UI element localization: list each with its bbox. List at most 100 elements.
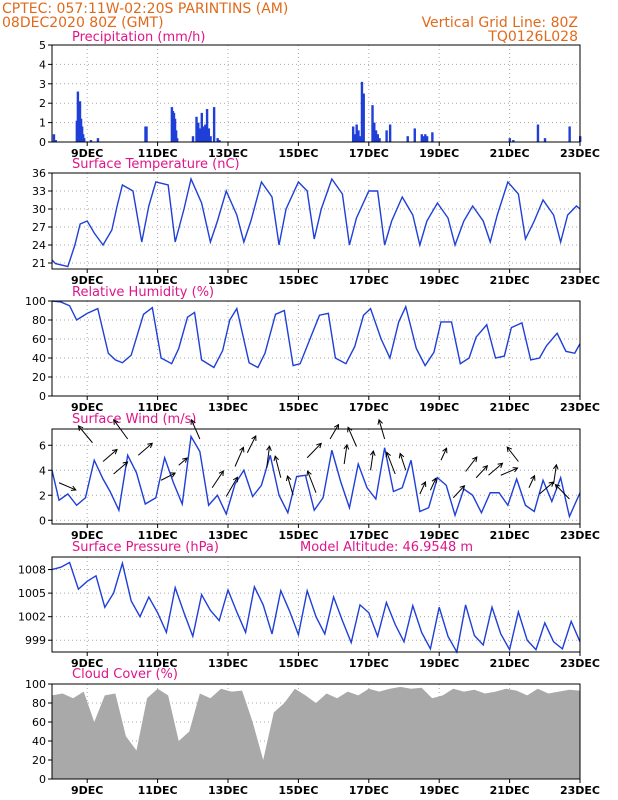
wind-arrow-head (482, 464, 489, 471)
cloud-ytick-label: 40 (32, 735, 46, 748)
precip-bar (197, 122, 200, 142)
wind-frame (51, 428, 581, 525)
pressure-xtick-label: 21DEC (490, 657, 530, 670)
cloud-frame (51, 683, 581, 780)
wind-arrow (234, 446, 245, 467)
wind-arrow-shaft (58, 482, 77, 491)
precip-bar (536, 124, 540, 142)
precip-bar (207, 128, 211, 142)
cloud-cover-title: Cloud Cover (%) (72, 667, 178, 682)
wind-arrow (273, 455, 282, 478)
wind-arrow-shaft (225, 477, 238, 497)
pressure-ytick-label: 999 (25, 634, 46, 647)
panel-cloud-cover: Cloud Cover (%) 0 20 40 60 80 100 9DEC 11DEC 13D… (25, 667, 600, 797)
wind-arrow (419, 481, 427, 495)
wind-arrow (429, 477, 437, 491)
precip-ytick-label: 4 (39, 58, 46, 71)
precip-bar (351, 126, 355, 142)
precipitation-plot: 0 1 2 3 4 5 9DEC 11DEC 13DEC 15DEC 17DEC 19DEC 21DEC… (39, 39, 600, 160)
temp-ytick-label: 24 (32, 239, 46, 252)
wind-arrow-head (369, 450, 376, 456)
precip-bar (376, 134, 379, 142)
wind-arrow (554, 483, 570, 500)
cloud-xtick-label: 23DEC (560, 784, 600, 797)
precip-bar (373, 122, 376, 142)
wind-arrow-head (316, 442, 322, 449)
wind-xtick-label: 11DEC (138, 529, 178, 542)
precip-bar (362, 93, 365, 142)
wind-arrow-shaft (306, 443, 322, 459)
wind-arrow-head (112, 448, 118, 455)
wind-arrow (528, 474, 536, 488)
temp-xtick-label: 17DEC (349, 274, 389, 287)
wind-arrow-head (170, 472, 177, 478)
wind-arrow (266, 445, 272, 468)
precip-xtick-label: 17DEC (349, 147, 389, 160)
cloud-ytick-label: 100 (25, 678, 46, 691)
wind-arrow (369, 450, 376, 471)
precip-bar (175, 138, 179, 142)
wind-arrow (488, 462, 504, 476)
wind-arrow-head (377, 418, 383, 425)
wind-plot: 0 2 4 6 9DEC 11DEC 13DEC 15DEC 17DEC 19DEC 21DEC 23… (39, 418, 600, 542)
wind-arrow-head (398, 452, 405, 459)
wind-arrow (246, 435, 257, 453)
rh-ytick-label: 20 (32, 371, 46, 384)
wind-arrow-shaft (465, 456, 478, 472)
humidity-plot: 0 20 40 60 80 100 9DEC 11DEC 13DEC 15DEC 17DEC 19DE… (25, 295, 600, 414)
wind-arrow-shaft (419, 481, 426, 495)
wind-arrow (160, 472, 177, 481)
precip-ytick-label: 5 (39, 39, 46, 52)
pressure-xtick-label: 15DEC (278, 657, 318, 670)
precip-bar (568, 126, 571, 142)
rh-ytick-label: 100 (25, 295, 46, 308)
precip-bar (543, 138, 547, 142)
wind-arrow-head (459, 484, 466, 491)
wind-arrow (465, 456, 478, 472)
wind-arrow-head (554, 483, 561, 490)
rh-xtick-label: 15DEC (278, 401, 318, 414)
precip-bar (145, 126, 148, 142)
wind-arrow-shaft (102, 449, 118, 462)
cloud-xtick-label: 13DEC (208, 784, 248, 797)
temp-xtick-label: 9DEC (71, 274, 103, 287)
precip-bar (420, 134, 423, 142)
wind-xtick-label: 17DEC (349, 529, 389, 542)
wind-title: Surface Wind (m/s) (72, 412, 196, 427)
temp-ytick-label: 21 (32, 257, 46, 270)
temperature-plot: 21 24 27 30 33 36 9DEC 11DEC 13DEC 15DEC 17DEC 19DE… (32, 167, 600, 287)
precip-bar (52, 134, 56, 142)
wind-arrow-head (333, 423, 340, 430)
temp-xtick-label: 15DEC (278, 274, 318, 287)
wind-arrow-shaft (440, 448, 448, 461)
precip-bar (216, 138, 219, 142)
precip-bar (195, 116, 198, 142)
rh-ytick-label: 0 (39, 390, 46, 403)
wind-arrow (137, 442, 154, 456)
wind-arrow (343, 443, 350, 465)
cloud-ytick-label: 20 (32, 754, 46, 767)
wind-arrow-shaft (553, 464, 557, 485)
precip-xtick-label: 21DEC (490, 147, 530, 160)
precip-ytick-label: 2 (39, 97, 46, 110)
wind-arrow (385, 451, 396, 475)
pressure-xtick-label: 11DEC (138, 657, 178, 670)
wind-ytick-label: 6 (39, 439, 46, 452)
panel-humidity: Relative Humidity (%) 0 20 40 60 80 100 9DEC 11… (25, 285, 600, 414)
cloud-xtick-label: 19DEC (419, 784, 459, 797)
wind-arrow-shaft (500, 467, 518, 476)
wind-arrow-head (70, 485, 77, 491)
precip-bar (205, 109, 209, 142)
wind-arrow-shaft (274, 456, 282, 478)
wind-arrow-head (273, 455, 279, 462)
wind-arrow-head (431, 477, 437, 484)
precip-xtick-label: 11DEC (138, 147, 178, 160)
precip-xtick-label: 15DEC (278, 147, 318, 160)
precip-bar (353, 134, 357, 142)
pressure-plot: 999 1002 1005 1008 9DEC 11DEC 13DEC 15DEC 17DEC 1… (18, 556, 600, 670)
rh-xtick-label: 11DEC (138, 401, 178, 414)
rh-ytick-label: 60 (32, 333, 46, 346)
wind-arrow-head (218, 470, 224, 476)
cloud-cover-plot: 0 20 40 60 80 100 9DEC 11DEC 13DEC 15DEC 17DEC 19DE… (25, 678, 600, 797)
wind-arrow-head (343, 443, 350, 450)
